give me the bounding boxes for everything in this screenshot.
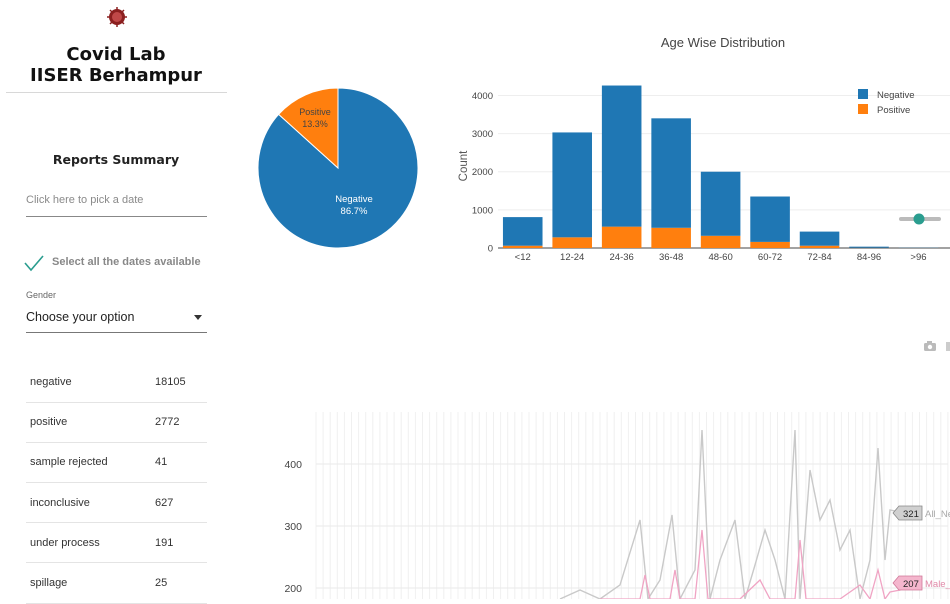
- stat-value: 41: [155, 442, 207, 482]
- legend-swatch-negative: [858, 89, 868, 99]
- stat-label: positive: [26, 402, 155, 442]
- line-chart-gridlines: [316, 412, 948, 599]
- stat-value: 25: [155, 563, 207, 603]
- hover-series-male: Male_: [925, 579, 950, 590]
- app-title: Covid Lab IISER Berhampur: [0, 44, 232, 86]
- xtick-label: 12-24: [560, 252, 584, 263]
- bar-chart-yticks: 0 1000 2000 3000 4000: [472, 91, 493, 255]
- xtick-label: 72-84: [807, 252, 831, 263]
- camera-icon[interactable]: [924, 341, 936, 351]
- bar-positive-3: [651, 228, 691, 248]
- reports-summary-title: Reports Summary: [0, 152, 232, 167]
- legend-swatch-positive: [858, 104, 868, 114]
- ytick-label: 4000: [472, 91, 493, 102]
- stat-label: inconclusive: [26, 483, 155, 523]
- slider-handle[interactable]: [914, 214, 925, 225]
- app-title-line2: IISER Berhampur: [0, 65, 232, 86]
- slider-track: [899, 217, 941, 221]
- bar-chart-ylabel: Count: [458, 150, 470, 181]
- stat-value: 2772: [155, 402, 207, 442]
- xtick-label: <12: [515, 252, 531, 263]
- ytick-label: 200: [284, 583, 302, 595]
- xtick-label: 60-72: [758, 252, 782, 263]
- bar-positive-4: [701, 236, 741, 248]
- bar-negative-2: [602, 86, 642, 227]
- xtick-label: 48-60: [708, 252, 732, 263]
- bar-chart-gridlines: [498, 95, 950, 248]
- bar-positive-1: [552, 237, 592, 248]
- bar-positive-6: [800, 246, 840, 248]
- line-series-all-negative[interactable]: [560, 430, 912, 599]
- xtick-label: >96: [910, 252, 926, 263]
- pie-slice-positive[interactable]: [279, 88, 338, 168]
- bar-positive-5: [750, 242, 790, 248]
- pie-label-positive: Positive: [299, 107, 331, 117]
- bar-positive-0: [503, 246, 543, 248]
- bar-negative-6: [800, 232, 840, 246]
- bar-positive-2: [602, 227, 642, 248]
- hover-label-all-negative: 321 All_Ne: [893, 506, 950, 520]
- toggle-slider[interactable]: [899, 214, 941, 225]
- stat-value: 18105: [155, 362, 207, 402]
- hover-value-all: 321: [903, 509, 919, 520]
- divider: [6, 92, 227, 93]
- bar-negative-4: [701, 172, 741, 236]
- bar-negative-5: [750, 197, 790, 242]
- gender-label: Gender: [26, 290, 56, 300]
- ytick-label: 3000: [472, 129, 493, 140]
- modebar-icon[interactable]: [946, 342, 950, 351]
- stat-value: 627: [155, 483, 207, 523]
- pie-label-negative: Negative: [335, 194, 373, 205]
- stat-value: 191: [155, 523, 207, 563]
- line-series-male[interactable]: [600, 530, 912, 599]
- line-chart-yticks: 200 300 400: [284, 459, 302, 595]
- hover-label-male: 207 Male_: [893, 576, 950, 590]
- ytick-label: 2000: [472, 167, 493, 178]
- stat-label: spillage: [26, 563, 155, 603]
- stat-label: under process: [26, 523, 155, 563]
- caret-down-icon: [194, 315, 202, 320]
- bar-negative-1: [552, 132, 592, 237]
- pie-slice-negative[interactable]: [258, 88, 418, 248]
- ytick-label: 300: [284, 521, 302, 533]
- pie-chart[interactable]: Negative 86.7% Positive 13.3%: [258, 88, 418, 248]
- hover-value-male: 207: [903, 579, 919, 590]
- bar-chart-legend[interactable]: Negative Positive: [858, 89, 915, 116]
- bar-negative-3: [651, 118, 691, 227]
- xtick-label: 36-48: [659, 252, 683, 263]
- ytick-label: 1000: [472, 205, 493, 216]
- legend-label-negative[interactable]: Negative: [877, 90, 915, 101]
- gender-select-value: Choose your option: [26, 310, 134, 324]
- pie-pct-positive: 13.3%: [302, 119, 328, 129]
- bar-chart-title: Age Wise Distribution: [661, 35, 785, 50]
- ytick-label: 0: [488, 244, 493, 255]
- xtick-label: 84-96: [857, 252, 881, 263]
- bar-negative-0: [503, 217, 543, 246]
- legend-label-positive[interactable]: Positive: [877, 105, 910, 116]
- xtick-label: 24-36: [610, 252, 634, 263]
- sidebar: Covid Lab IISER Berhampur Reports Summar…: [0, 0, 232, 599]
- checkmark-icon[interactable]: [24, 254, 44, 272]
- pie-pct-negative: 86.7%: [341, 206, 368, 217]
- bar-chart-bars[interactable]: [503, 86, 938, 248]
- hover-series-all: All_Ne: [925, 509, 950, 520]
- ytick-label: 400: [284, 459, 302, 471]
- stat-label: sample rejected: [26, 442, 155, 482]
- app-title-line1: Covid Lab: [0, 44, 232, 65]
- select-all-dates-label[interactable]: Select all the dates available: [52, 256, 201, 268]
- date-picker-input[interactable]: Click here to pick a date: [26, 193, 207, 217]
- bar-chart-xticks: <12 12-24 24-36 36-48 48-60 60-72 72-84 84-96 >9…: [515, 252, 927, 263]
- virus-logo-icon: [107, 7, 127, 27]
- gender-select[interactable]: Choose your option: [26, 305, 207, 333]
- bar-negative-7: [849, 247, 889, 248]
- stat-label: negative: [26, 362, 155, 402]
